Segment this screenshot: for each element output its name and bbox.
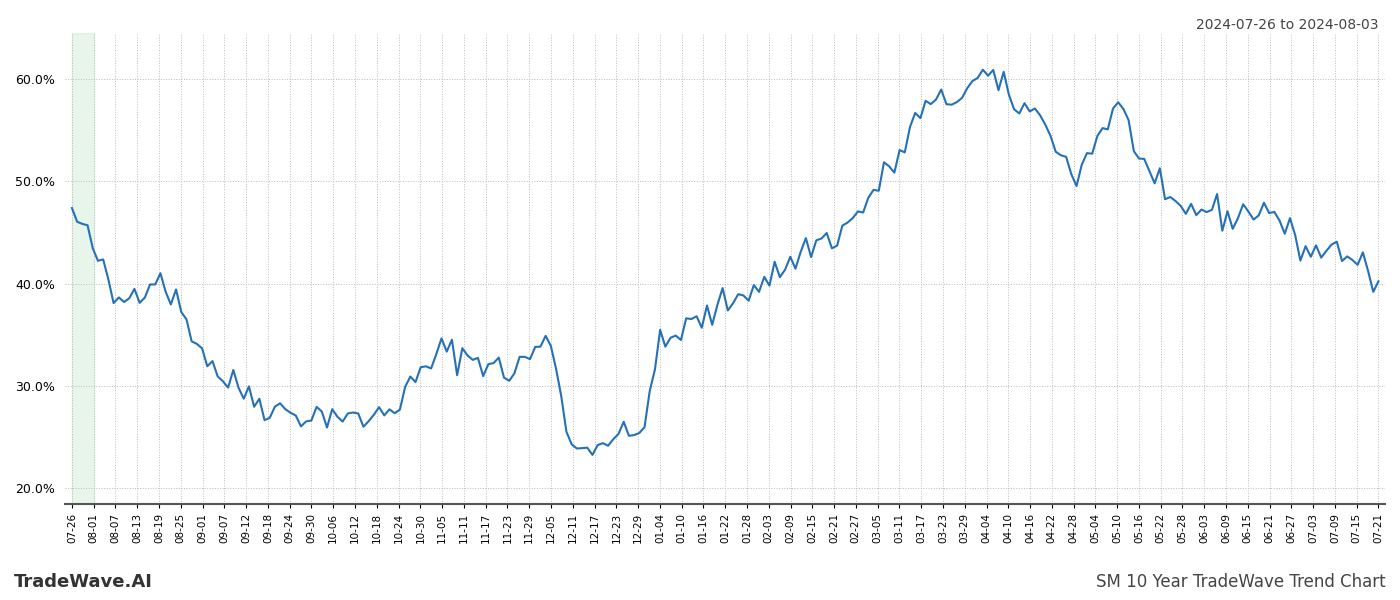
Text: SM 10 Year TradeWave Trend Chart: SM 10 Year TradeWave Trend Chart [1096, 573, 1386, 591]
Text: 2024-07-26 to 2024-08-03: 2024-07-26 to 2024-08-03 [1197, 18, 1379, 32]
Text: TradeWave.AI: TradeWave.AI [14, 573, 153, 591]
Bar [71, 33, 94, 504]
